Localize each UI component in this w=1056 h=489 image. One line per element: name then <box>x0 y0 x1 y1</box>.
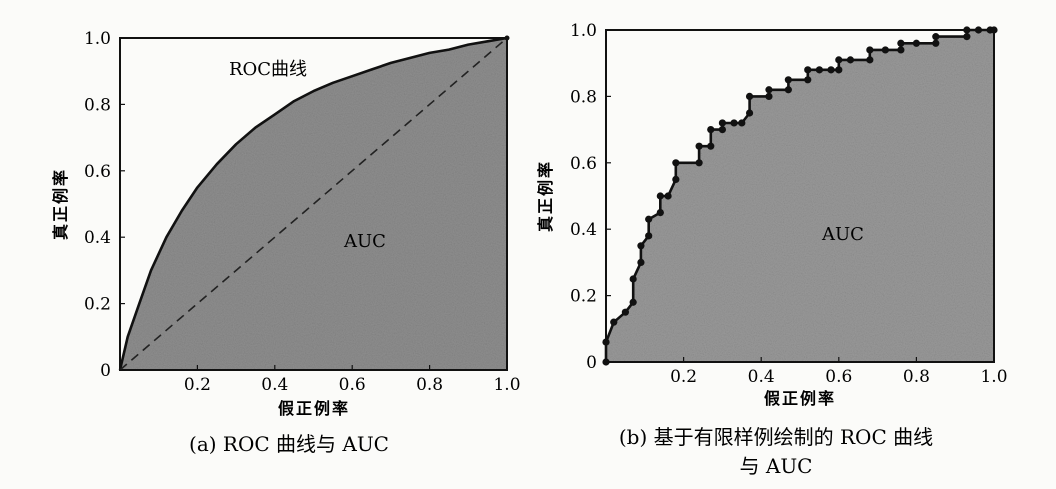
data-point <box>932 33 940 41</box>
x-tick-label: 0.2 <box>184 375 211 395</box>
y-tick-label: 0.8 <box>570 87 597 107</box>
y-tick-label: 0.2 <box>570 287 597 307</box>
data-point <box>784 76 792 84</box>
data-point <box>784 86 792 94</box>
data-point <box>835 56 843 64</box>
y-tick-label: 0.4 <box>84 228 111 248</box>
data-point <box>963 33 971 41</box>
data-point <box>738 119 746 127</box>
x-tick-label: 0.2 <box>670 367 697 387</box>
chart-caption: (b) 基于有限样例绘制的 ROC 曲线 <box>619 425 933 449</box>
data-point <box>765 86 773 94</box>
data-point <box>656 192 664 200</box>
data-point <box>718 126 727 134</box>
data-point <box>672 175 680 183</box>
chart-caption: 与 AUC <box>740 454 813 478</box>
data-point <box>815 66 824 74</box>
data-point <box>610 318 618 326</box>
y-tick-label: 0 <box>586 353 597 373</box>
data-point <box>866 46 874 54</box>
data-point <box>707 142 715 150</box>
auc-annotation: AUC <box>821 224 864 245</box>
x-tick-label: 0.8 <box>903 367 930 387</box>
roc-curve-annotation: ROC曲线 <box>229 59 307 80</box>
y-tick-label: 0.2 <box>84 295 111 315</box>
y-tick-label: 1.0 <box>84 29 111 49</box>
diagonal-line <box>119 37 508 371</box>
data-point <box>974 26 983 34</box>
y-tick-label: 0.6 <box>84 162 111 182</box>
data-point <box>897 39 905 47</box>
data-point <box>932 39 940 47</box>
plot-frame <box>605 29 995 363</box>
y-tick-label: 1.0 <box>570 21 597 41</box>
chart-b: 0.2 0.4 0.6 0.8 1.0 0 0.2 0.4 0.6 0.8 1.0 假正例率 真正例率 A… <box>536 21 1008 478</box>
data-point <box>866 56 874 64</box>
data-point <box>745 92 754 100</box>
chart-a: 0.2 0.4 0.6 0.8 1.0 0 0.2 0.4 0.6 0.8 1.0 假正例率 真正例率 A… <box>51 29 521 456</box>
data-point <box>990 26 998 34</box>
x-tick-label: 1.0 <box>980 367 1007 387</box>
data-point <box>718 119 727 127</box>
data-point <box>804 76 812 84</box>
data-point <box>645 215 653 223</box>
data-point <box>672 159 680 167</box>
x-tick-label: 0.6 <box>825 367 852 387</box>
data-point <box>963 26 971 34</box>
plot-frame <box>119 37 508 371</box>
data-point <box>695 159 703 167</box>
data-point <box>846 56 855 64</box>
data-point <box>730 119 738 127</box>
data-point <box>637 258 645 266</box>
data-point <box>745 109 754 117</box>
auc-area <box>606 30 994 362</box>
roc-curve <box>118 36 508 371</box>
data-point <box>629 275 637 283</box>
data-point <box>504 35 510 41</box>
data-point <box>827 66 835 74</box>
data-point <box>695 142 703 150</box>
y-axis-label: 真正例率 <box>51 168 70 240</box>
x-axis-label: 假正例率 <box>278 399 350 418</box>
data-point <box>656 209 664 217</box>
data-point <box>637 242 645 250</box>
x-tick-label: 1.0 <box>493 375 520 395</box>
data-point <box>621 308 630 316</box>
x-tick-label: 0.4 <box>748 367 775 387</box>
data-point <box>804 66 812 74</box>
x-tick-label: 0.8 <box>416 375 443 395</box>
data-point <box>765 92 773 100</box>
y-tick-label: 0.8 <box>84 95 111 115</box>
y-tick-label: 0 <box>100 361 111 381</box>
data-point <box>881 46 889 54</box>
data-point <box>912 39 921 47</box>
x-tick-label: 0.4 <box>261 375 288 395</box>
data-point <box>645 232 653 240</box>
y-tick-label: 0.4 <box>570 220 597 240</box>
data-point <box>602 338 610 346</box>
y-axis-label: 真正例率 <box>536 160 555 232</box>
auc-annotation: AUC <box>343 231 386 252</box>
data-point <box>835 66 843 74</box>
data-point <box>897 46 905 54</box>
chart-caption: (a) ROC 曲线与 AUC <box>189 432 389 456</box>
y-tick-label: 0.6 <box>570 154 597 174</box>
data-point <box>707 126 715 134</box>
data-point <box>629 298 637 306</box>
x-axis-label: 假正例率 <box>764 389 836 408</box>
data-point <box>664 192 672 200</box>
x-tick-label: 0.6 <box>339 375 366 395</box>
